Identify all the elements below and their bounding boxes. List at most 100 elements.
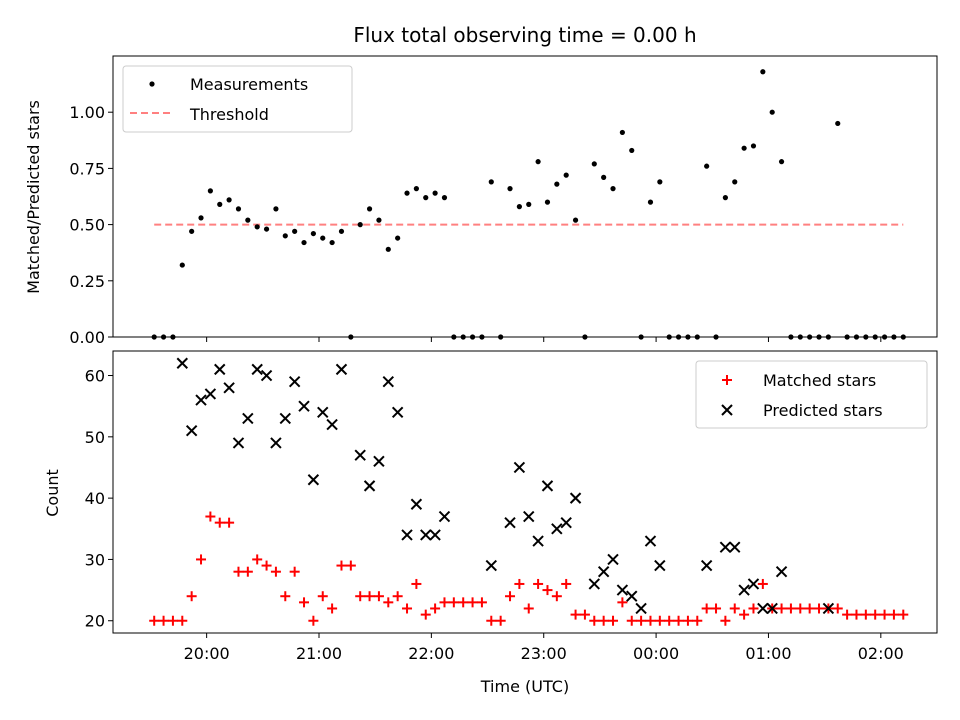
measurement-point [769,109,775,115]
measurement-point [582,334,588,340]
predicted-star-point [429,529,441,541]
matched-star-point [402,603,413,614]
measurement-point [245,217,251,223]
measurement-point [189,228,195,234]
matched-star-point [692,615,703,626]
measurement-point [535,159,541,165]
matched-star-point [289,566,300,577]
measurement-point [760,69,766,75]
predicted-star-point [569,492,582,504]
measurement-point [722,195,728,201]
matched-star-point [308,615,319,626]
predicted-star-point [317,406,329,419]
measurement-point [750,143,757,149]
top-y-axis-label: Matched/Predicted stars [24,100,43,294]
predicted-star-point [719,541,732,553]
measurement-point [807,334,813,340]
matched-star-point [636,615,647,626]
measurement-point [460,334,466,340]
predicted-star-point [738,584,750,596]
predicted-star-point [326,418,338,431]
predicted-star-point [251,363,263,376]
matched-star-point [392,591,403,602]
measurement-point [451,334,457,340]
predicted-star-point [504,516,516,529]
bottom-x-tick-label: 23:00 [521,644,567,663]
measurement-point [572,217,579,223]
predicted-star-point [523,510,535,523]
measurement-point [526,201,532,207]
matched-star-point [411,578,422,589]
matched-star-point [420,609,431,620]
measurement-point [694,334,700,340]
top-y-tick-label: 1.00 [69,103,105,122]
matched-star-point [149,615,160,626]
matched-star-point [167,615,178,626]
measurement-point [881,334,888,340]
measurement-point [151,334,157,340]
matched-star-point [579,609,590,620]
matched-star-point [242,566,253,577]
matched-star-point [205,511,216,522]
matched-star-point [336,560,347,571]
measurement-point [601,174,607,180]
matched-star-point [711,603,722,614]
measurement-point [273,206,279,212]
measurement-point [629,147,635,154]
predicted-star-point [307,474,320,486]
matched-star-point [860,609,871,620]
matched-star-point [664,615,675,626]
matched-star-point [785,603,796,614]
measurement-point [844,334,850,340]
matched-star-point [739,609,750,620]
bottom-x-tick-label: 20:00 [184,644,230,663]
matched-star-point [355,591,366,602]
matched-star-point [851,609,862,620]
matched-star-point [364,591,375,602]
matched-star-point [814,603,825,614]
predicted-star-point [616,584,629,596]
bottom-y-tick-label: 40 [85,489,105,508]
top-y-tick-label: 0.00 [69,328,105,347]
predicted-star-point [223,382,235,394]
measurement-point [348,334,354,340]
matched-star-point [673,615,684,626]
measurement-point [376,217,382,223]
legend-measurements-label: Measurements [190,75,308,94]
measurement-point [872,334,878,340]
legend-matched-marker [722,375,732,385]
measurement-point [395,235,401,241]
measurement-point [544,199,551,205]
measurement-point [404,190,410,196]
measurement-point [666,334,672,340]
measurement-point [647,199,654,205]
matched-star-point [608,615,619,626]
top-panel: 0.00 0.25 0.50 0.75 1.00 Measurements Threshol… [69,55,938,347]
matched-star-point [645,615,656,626]
bottom-x-tick-label: 01:00 [745,644,791,663]
matched-star-point [551,591,562,602]
predicted-star-point [607,553,619,566]
legend-predicted-marker [721,404,733,416]
matched-star-point [252,554,263,565]
predicted-star-point [541,480,554,492]
matched-star-point [448,597,459,608]
matched-star-point [870,609,881,620]
matched-star-point [458,597,469,608]
measurement-point [254,224,260,230]
predicted-star-point [288,375,301,388]
measurement-point [788,334,794,340]
matched-star-point [317,591,328,602]
measurement-point [179,262,185,268]
measurement-point [170,334,176,340]
measurement-point [292,228,298,234]
predicted-star-point [775,565,788,578]
matched-star-point [804,603,815,614]
measurement-point [301,239,307,246]
matched-star-point [533,578,544,589]
measurement-point [310,230,316,237]
measurement-point [900,334,906,340]
predicted-star-point [279,412,291,425]
legend-predicted-label: Predicted stars [763,401,883,420]
measurement-point [741,145,747,151]
